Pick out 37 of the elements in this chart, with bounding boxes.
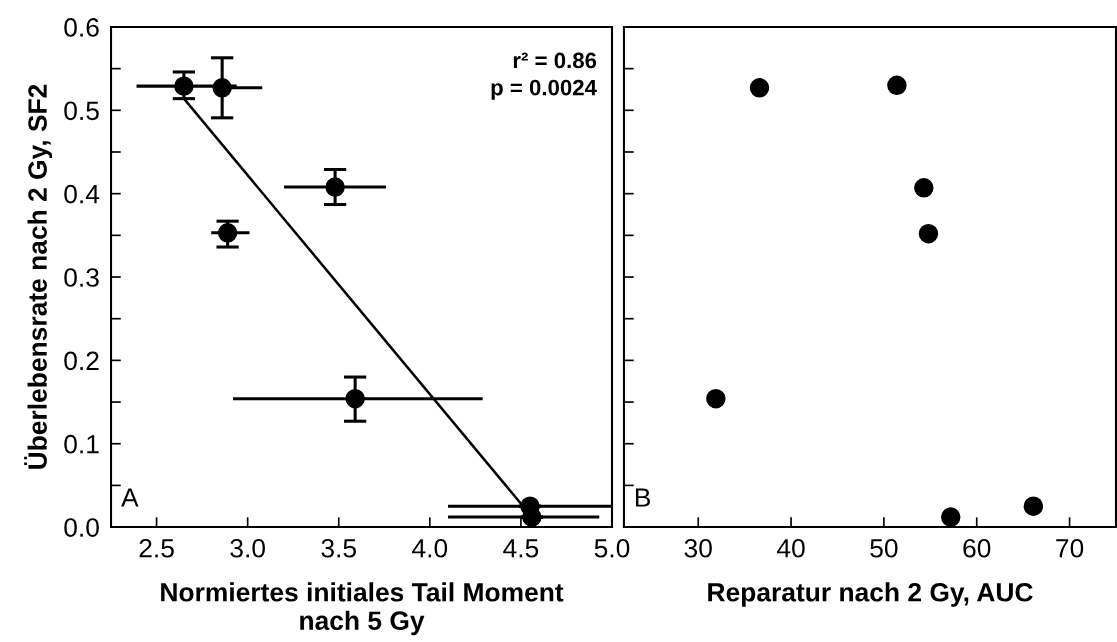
point xyxy=(217,223,238,243)
x-tick-label: 60 xyxy=(963,538,991,558)
point xyxy=(941,507,961,527)
point xyxy=(1023,496,1044,516)
y-tick-label: 0.3 xyxy=(64,268,99,287)
x-tick-label: 3.5 xyxy=(321,538,356,558)
point xyxy=(522,507,542,527)
point xyxy=(887,75,907,96)
x-tick-label: 40 xyxy=(776,538,805,558)
x-tick-label: 70 xyxy=(1056,538,1084,558)
x-axis-title: Normiertes initiales Tail Moment nach 5 Gy xyxy=(161,582,564,636)
annotation: r² = 0.86 p = 0.0024 xyxy=(491,52,597,100)
point xyxy=(749,78,770,98)
point xyxy=(174,76,194,96)
x-tick-label: 2.5 xyxy=(139,538,174,558)
x-tick-label: 50 xyxy=(870,538,898,558)
y-tick-label: 0.1 xyxy=(64,434,99,454)
point xyxy=(914,178,934,198)
y-tick-label: 0.0 xyxy=(64,518,99,537)
point xyxy=(918,223,939,244)
point xyxy=(325,177,345,197)
y-tick-label: 0.5 xyxy=(64,101,99,121)
x-tick-label: 4.5 xyxy=(503,539,539,558)
point xyxy=(345,388,365,409)
annotation: B xyxy=(635,488,651,507)
x-tick-label: 30 xyxy=(684,538,712,558)
point xyxy=(706,388,726,409)
x-tick-label: 4.0 xyxy=(412,538,448,558)
point xyxy=(212,78,232,98)
annotation: A xyxy=(121,488,139,507)
y-tick-label: 0.6 xyxy=(64,18,99,37)
y-tick-label: 0.4 xyxy=(64,184,100,204)
y-axis-title: Überlebensrate nach 2 Gy, SF2 xyxy=(24,84,53,469)
x-tick-label: 3.0 xyxy=(230,538,265,558)
x-axis-title: Reparatur nach 2 Gy, AUC xyxy=(708,582,1033,607)
y-tick-label: 0.2 xyxy=(64,351,99,371)
x-tick-label: 5.0 xyxy=(594,538,630,558)
